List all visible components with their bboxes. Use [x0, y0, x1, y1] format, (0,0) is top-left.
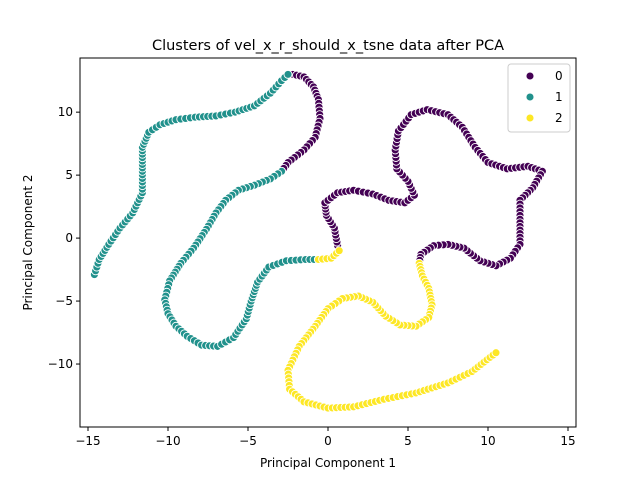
x-axis: −15 −10 −5 0 5 10 15	[75, 427, 576, 448]
y-axis-title: Principal Component 2	[21, 174, 35, 310]
y-tick-label: 5	[65, 168, 73, 182]
series-0	[277, 69, 547, 271]
data-point	[334, 246, 344, 256]
x-tick-label: −5	[239, 434, 257, 448]
x-tick-label: −10	[155, 434, 180, 448]
data-point	[283, 69, 293, 79]
y-axis: −10 −5 0 5 10	[48, 105, 80, 371]
y-tick-label: −10	[48, 357, 73, 371]
x-tick-label: 10	[480, 434, 495, 448]
y-tick-label: −5	[55, 294, 73, 308]
legend-marker-1	[525, 92, 535, 102]
legend-box	[507, 63, 571, 133]
y-tick-label: 0	[65, 231, 73, 245]
series-1	[89, 69, 323, 351]
legend-label-0: 0	[555, 69, 563, 83]
legend-label-2: 2	[555, 111, 563, 125]
legend-label-1: 1	[555, 90, 563, 104]
x-axis-title: Principal Component 1	[260, 456, 396, 470]
legend: 0 1 2	[507, 63, 571, 133]
chart-title: Clusters of vel_x_r_should_x_tsne data a…	[152, 38, 504, 54]
y-tick-label: 10	[58, 105, 73, 119]
x-tick-label: −15	[75, 434, 100, 448]
data-point	[491, 348, 501, 358]
series-2	[283, 246, 501, 413]
x-tick-label: 0	[324, 434, 332, 448]
x-tick-label: 5	[404, 434, 412, 448]
legend-marker-2	[525, 113, 535, 123]
x-tick-label: 15	[560, 434, 575, 448]
points-layer	[89, 69, 547, 413]
legend-marker-0	[525, 71, 535, 81]
